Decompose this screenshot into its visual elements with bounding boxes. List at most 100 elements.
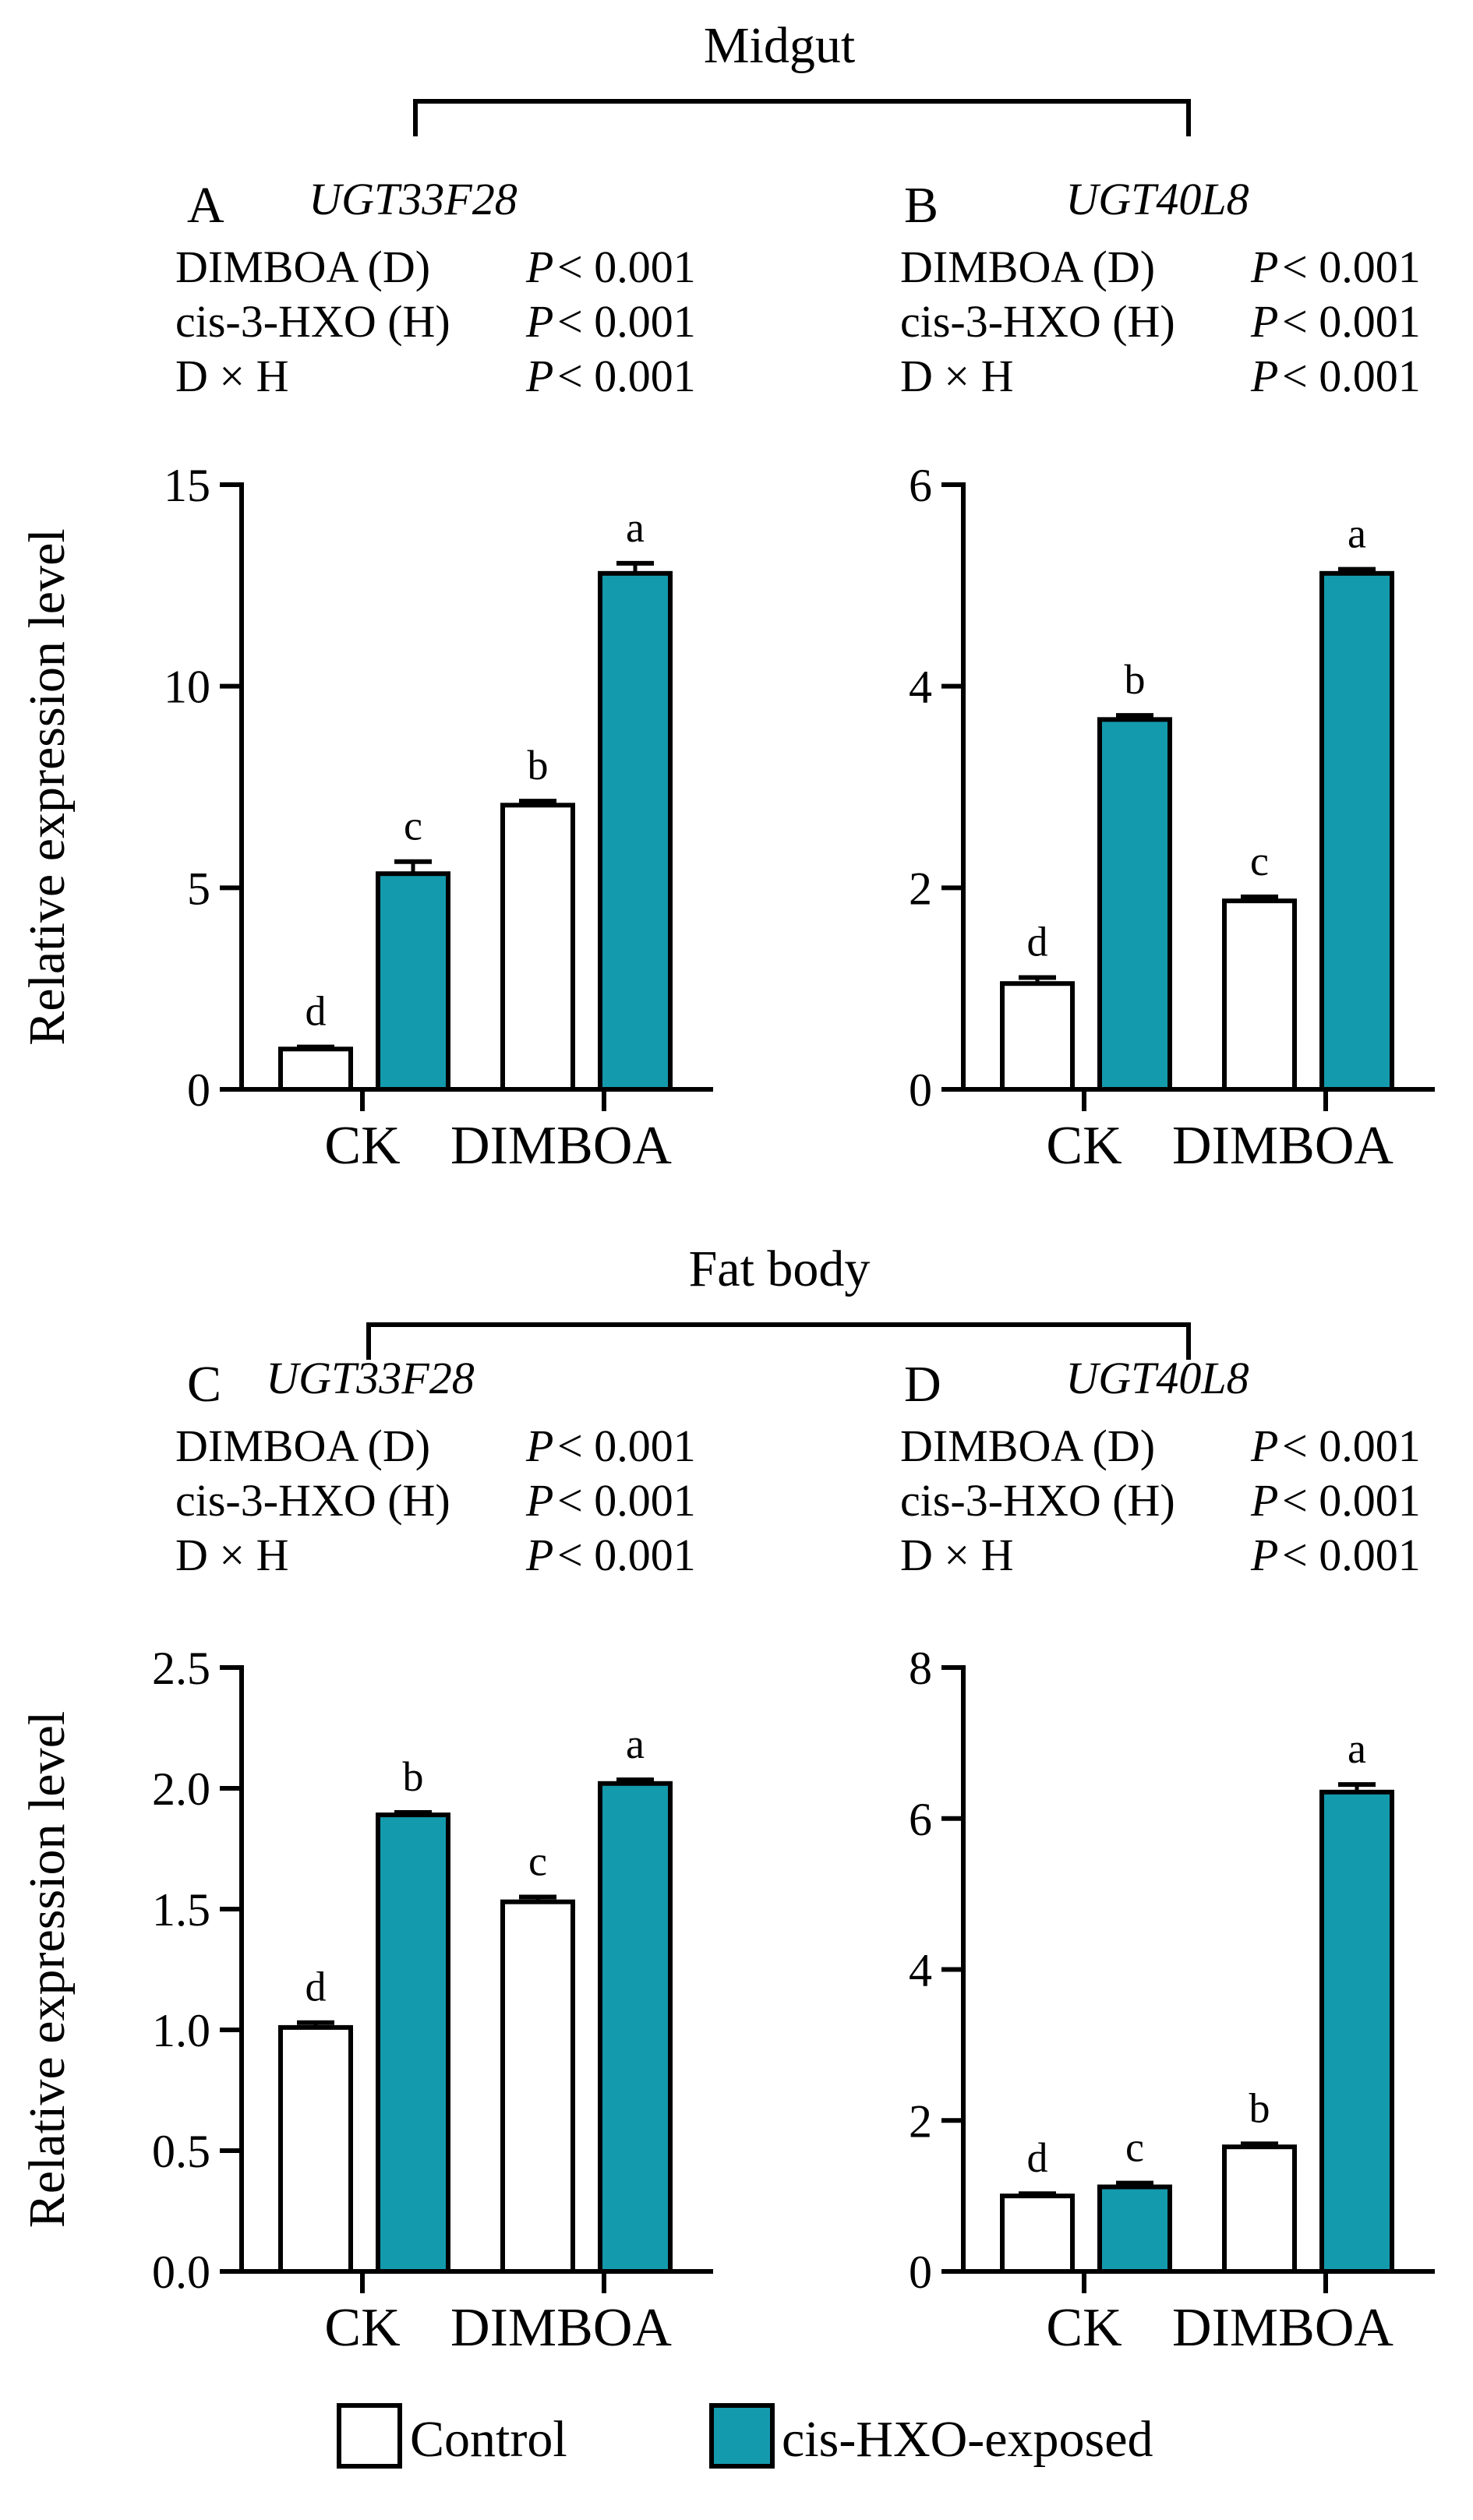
significance-letter: d	[1027, 2134, 1048, 2181]
legend-swatch-control	[337, 2403, 402, 2469]
bar-control-dimboa	[1222, 898, 1297, 1092]
bar-control-ck	[278, 1046, 353, 1092]
x-tick-label: DIMBOA	[450, 2298, 672, 2358]
section-midgut: Midgut	[413, 17, 1191, 136]
stats-row-label: DIMBOA (D)	[175, 242, 430, 292]
y-axis-label: Relative expression level	[19, 528, 76, 1045]
y-tick-label: 0.0	[152, 2246, 210, 2298]
stats-row-label: DIMBOA (D)	[175, 1421, 430, 1471]
bar-exposed-ck	[376, 871, 450, 1092]
stats-p-letter: P	[525, 1475, 553, 1526]
y-tick-label: 0	[909, 1064, 932, 1116]
legend-label-exposed: cis-HXO-exposed	[782, 2411, 1153, 2468]
y-tick-label: 2	[909, 863, 932, 914]
x-tick-label: CK	[324, 2298, 400, 2358]
stats-p-letter: P	[1250, 1530, 1278, 1580]
panel-letter: A	[187, 177, 224, 234]
stats-p-value: < 0.001	[557, 242, 696, 292]
stats-row-label: cis-3-HXO (H)	[900, 296, 1175, 347]
panel-letter: D	[904, 1356, 941, 1413]
legend: Control cis-HXO-exposed	[337, 2403, 1153, 2469]
stats-p-letter: P	[1250, 242, 1278, 292]
stats-p-letter: P	[525, 351, 553, 401]
significance-letter: a	[626, 504, 645, 551]
panel-letter: B	[904, 177, 938, 234]
y-tick-label: 4	[909, 662, 932, 713]
y-tick-label: 10	[164, 662, 210, 713]
stats-p-value: < 0.001	[1282, 242, 1421, 292]
stats-p-letter: P	[1250, 1421, 1278, 1471]
stats-p-value: < 0.001	[1282, 296, 1421, 347]
bar-control-ck	[1000, 981, 1075, 1092]
stats-p-value: < 0.001	[557, 1530, 696, 1580]
significance-letter: b	[1249, 2084, 1270, 2131]
y-tick-label: 0	[909, 2246, 932, 2298]
significance-letter: b	[528, 742, 549, 789]
bar-exposed-dimboa	[1319, 1789, 1394, 2274]
significance-letter: a	[626, 1721, 645, 1767]
stats-p-letter: P	[525, 242, 553, 292]
y-tick-label: 6	[909, 460, 932, 511]
stats-row-label: D × H	[175, 351, 288, 401]
stats-p-letter: P	[1250, 351, 1278, 401]
stats-p-letter: P	[525, 1530, 553, 1580]
x-tick-label: CK	[1046, 1116, 1122, 1176]
bar-exposed-dimboa	[598, 570, 673, 1092]
stats-p-value: < 0.001	[1282, 351, 1421, 401]
stats-p-value: < 0.001	[1282, 1475, 1421, 1526]
bar-control-ck	[1000, 2194, 1075, 2274]
bar-exposed-ck	[376, 1812, 450, 2275]
x-tick-label: DIMBOA	[450, 1116, 672, 1176]
stats-row-label: cis-3-HXO (H)	[175, 296, 450, 347]
bar-control-dimboa	[1222, 2144, 1297, 2274]
section-title-midgut: Midgut	[704, 17, 855, 74]
section-bracket-fat-body	[366, 1322, 1191, 1360]
bar-exposed-ck	[1097, 2184, 1172, 2274]
stats-row-label: D × H	[175, 1530, 288, 1580]
section-bracket-midgut	[413, 99, 1191, 136]
stats-row-label: D × H	[900, 351, 1013, 401]
stats-p-letter: P	[1250, 1475, 1278, 1526]
stats-p-value: < 0.001	[1282, 1530, 1421, 1580]
gene-name: UGT33F28	[266, 1353, 474, 1403]
y-tick-label: 5	[187, 863, 210, 914]
y-axis-label: Relative expression level	[19, 1711, 76, 2228]
stats-row-label: D × H	[900, 1530, 1013, 1580]
stats-row-label: DIMBOA (D)	[900, 1421, 1155, 1471]
y-tick-label: 6	[909, 1794, 932, 1845]
significance-letter: d	[306, 988, 327, 1035]
x-tick-label: CK	[324, 1116, 400, 1176]
significance-letter: c	[404, 803, 422, 849]
significance-letter: a	[1348, 510, 1366, 557]
stats-row-label: cis-3-HXO (H)	[900, 1475, 1175, 1526]
significance-letter: b	[1125, 656, 1146, 703]
x-tick-label: DIMBOA	[1172, 2298, 1394, 2358]
stats-p-value: < 0.001	[557, 351, 696, 401]
bar-control-dimboa	[500, 1899, 575, 2274]
x-tick-label: CK	[1046, 2298, 1122, 2358]
stats-p-letter: P	[525, 1421, 553, 1471]
y-tick-label: 1.0	[152, 2005, 210, 2056]
y-tick-label: 8	[909, 1643, 932, 1694]
significance-letter: c	[1125, 2124, 1144, 2171]
legend-swatch-exposed	[709, 2403, 775, 2469]
significance-letter: b	[403, 1753, 424, 1800]
bar-exposed-ck	[1097, 717, 1172, 1092]
bar-control-ck	[278, 2024, 353, 2274]
significance-letter: d	[306, 1964, 327, 2010]
stats-p-value: < 0.001	[1282, 1421, 1421, 1471]
bar-exposed-dimboa	[1319, 570, 1394, 1092]
stats-row-label: DIMBOA (D)	[900, 242, 1155, 292]
x-tick-label: DIMBOA	[1172, 1116, 1394, 1176]
stats-p-letter: P	[525, 296, 553, 347]
stats-row-label: cis-3-HXO (H)	[175, 1475, 450, 1526]
panel-letter: C	[187, 1356, 221, 1413]
stats-p-value: < 0.001	[557, 1421, 696, 1471]
significance-letter: d	[1027, 918, 1048, 965]
